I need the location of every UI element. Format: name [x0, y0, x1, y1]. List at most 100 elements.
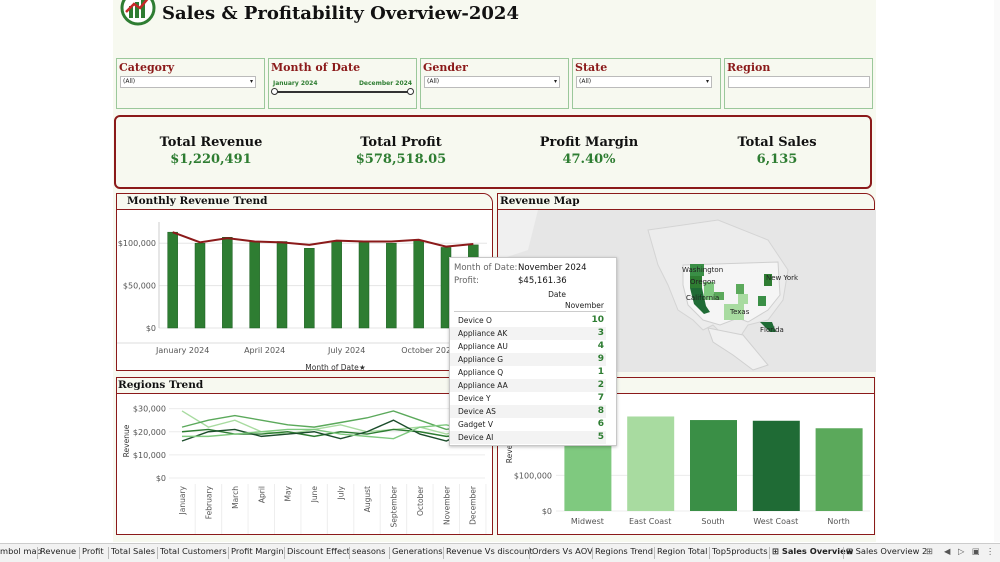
sheet-tab-bar: mbol map Revenue Profit Total Sales Total Cu… — [0, 543, 1000, 562]
sheet-tab[interactable]: Total Sales — [111, 546, 156, 556]
state-dropdown[interactable]: (All) ▾ — [576, 76, 712, 88]
y-tick-label: $0 — [156, 474, 166, 483]
tooltip-row-value: 3 — [597, 328, 604, 338]
state-filter: State (All) ▾ — [572, 58, 721, 109]
slider-end-handle[interactable] — [407, 88, 414, 95]
sheet-tab[interactable]: Revenue Vs discount — [446, 546, 533, 556]
map-region-texas[interactable] — [724, 304, 744, 320]
slider-start-handle[interactable] — [271, 88, 278, 95]
sheet-tab[interactable]: Profit Margin — [231, 546, 284, 556]
state-filter-label: State — [575, 61, 608, 74]
next-tab-icon[interactable]: ▷ — [958, 546, 965, 556]
tooltip-profit-value: $45,161.36 — [518, 276, 567, 286]
category-dropdown[interactable]: (All) ▾ — [120, 76, 256, 88]
region-input[interactable] — [728, 76, 870, 88]
tooltip-row: Appliance AK 3 — [450, 327, 606, 340]
map-region-florida[interactable] — [760, 322, 776, 332]
sheet-tab[interactable]: seasons — [352, 546, 386, 556]
tab-separator — [157, 547, 158, 559]
sheet-tab[interactable]: Revenue — [40, 546, 77, 556]
sheet-tab[interactable]: Orders Vs AOV — [532, 546, 593, 556]
tooltip-row-name: Device O — [458, 316, 492, 325]
dashboard-icon: ⊞ — [846, 546, 856, 556]
first-tab-icon[interactable]: ◀ — [944, 546, 951, 556]
x-tick-label: October — [416, 485, 425, 516]
y-axis-title: Revenue — [122, 424, 131, 457]
sheet-tab[interactable]: Region Total — [657, 546, 708, 556]
map-region-washington[interactable] — [690, 264, 704, 276]
map-label-texas: Texas — [729, 308, 750, 316]
tab-separator — [284, 547, 285, 559]
month-range-slider[interactable] — [271, 88, 414, 95]
bar — [194, 242, 206, 329]
map-region-california[interactable] — [690, 288, 710, 314]
x-tick-label: August — [363, 486, 372, 512]
map-label-florida: Florida — [760, 326, 784, 334]
bar — [358, 241, 370, 329]
monthly-revenue-chart[interactable]: $0 $50,000 $100,000 January 2024 April 2024 J… — [117, 210, 494, 372]
series-line — [182, 424, 473, 440]
monthly-revenue-panel: Monthly Revenue Trend $0 $50,000 $100,000 J… — [116, 193, 494, 372]
regions-trend-title: Regions Trend — [117, 378, 492, 394]
tooltip-row: Appliance Q 1 — [450, 366, 606, 379]
tab-separator — [389, 547, 390, 559]
bar — [222, 237, 233, 329]
sheet-tab[interactable]: mbol map — [0, 546, 42, 556]
kpi-total-sales: Total Sales 6,135 — [737, 135, 817, 167]
vertical-scrollbar[interactable] — [994, 0, 1000, 542]
revenue-map[interactable]: Washington Oregon California Texas Flori… — [498, 210, 876, 372]
sheet-tab[interactable]: ⊞ Sales Overview 2 — [846, 546, 928, 556]
tab-separator — [37, 547, 38, 559]
series-line — [181, 410, 473, 431]
x-tick-label: North — [827, 517, 849, 526]
sheet-tab[interactable]: Generations — [392, 546, 443, 556]
sheet-tab[interactable]: ⊞ Sales Overview — [772, 546, 854, 556]
bar — [413, 240, 424, 329]
y-tick-label: $10,000 — [133, 451, 166, 460]
chevron-down-icon: ▾ — [705, 78, 709, 85]
tab-separator — [349, 547, 350, 559]
y-tick-label: $20,000 — [133, 428, 166, 437]
tooltip-row-value: 2 — [597, 380, 604, 390]
series-line — [181, 410, 473, 435]
map-region-new-york[interactable] — [764, 274, 772, 286]
regions-trend-chart[interactable]: $0 $10,000 $20,000 $30,000 Revenue January Feb… — [117, 394, 494, 536]
bar — [690, 420, 737, 511]
tooltip-row: Appliance G 9 — [450, 353, 606, 366]
region-total-panel: $0 $100,000 Reve Midwest East Coast South West… — [497, 377, 875, 535]
map-region-oregon[interactable] — [690, 276, 702, 288]
tooltip-row-value: 1 — [597, 367, 604, 377]
map-label-oregon: Oregon — [690, 278, 716, 286]
series-line — [181, 428, 473, 438]
title-bar: Sales & Profitability Overview-2024 — [120, 0, 519, 26]
revenue-map-panel: Revenue Map Washington Oregon California… — [497, 193, 876, 372]
kpi-profit-margin: Profit Margin 47.40% — [539, 135, 639, 167]
x-tick-label: October 2024 — [401, 346, 456, 355]
x-tick-label: April 2024 — [244, 346, 285, 355]
tab-separator — [443, 547, 444, 559]
page-title: Sales & Profitability Overview-2024 — [162, 2, 519, 24]
new-dashboard-icon[interactable]: ⊞ — [926, 546, 933, 556]
more-icon[interactable]: ⋮ — [986, 546, 995, 556]
map-label-new-york: New York — [766, 274, 799, 282]
series-line — [181, 419, 474, 442]
tab-separator — [654, 547, 655, 559]
sheet-tab[interactable]: Total Customers — [160, 546, 227, 556]
tooltip-row-name: Gadget V — [458, 420, 493, 429]
sheet-tab[interactable]: Top5products — [712, 546, 768, 556]
x-tick-label: East Coast — [629, 517, 672, 526]
x-tick-label: April — [257, 486, 266, 503]
tooltip-row: Device O 10 — [450, 314, 606, 327]
sheet-tab[interactable]: Regions Trend — [595, 546, 654, 556]
sheet-tab[interactable]: Profit — [82, 546, 104, 556]
bar — [627, 416, 675, 511]
x-tick-label: July — [337, 485, 346, 500]
sheet-tab[interactable]: Discount Effect — [287, 546, 350, 556]
gender-dropdown[interactable]: (All) ▾ — [424, 76, 560, 88]
tooltip-row: Device Y 7 — [450, 392, 606, 405]
tooltip-row-value: 5 — [597, 432, 604, 442]
x-tick-label: June — [310, 486, 319, 504]
grid-view-icon[interactable]: ▣ — [972, 546, 980, 556]
x-tick-label: November — [442, 485, 451, 525]
y-tick-label: $30,000 — [133, 405, 166, 414]
